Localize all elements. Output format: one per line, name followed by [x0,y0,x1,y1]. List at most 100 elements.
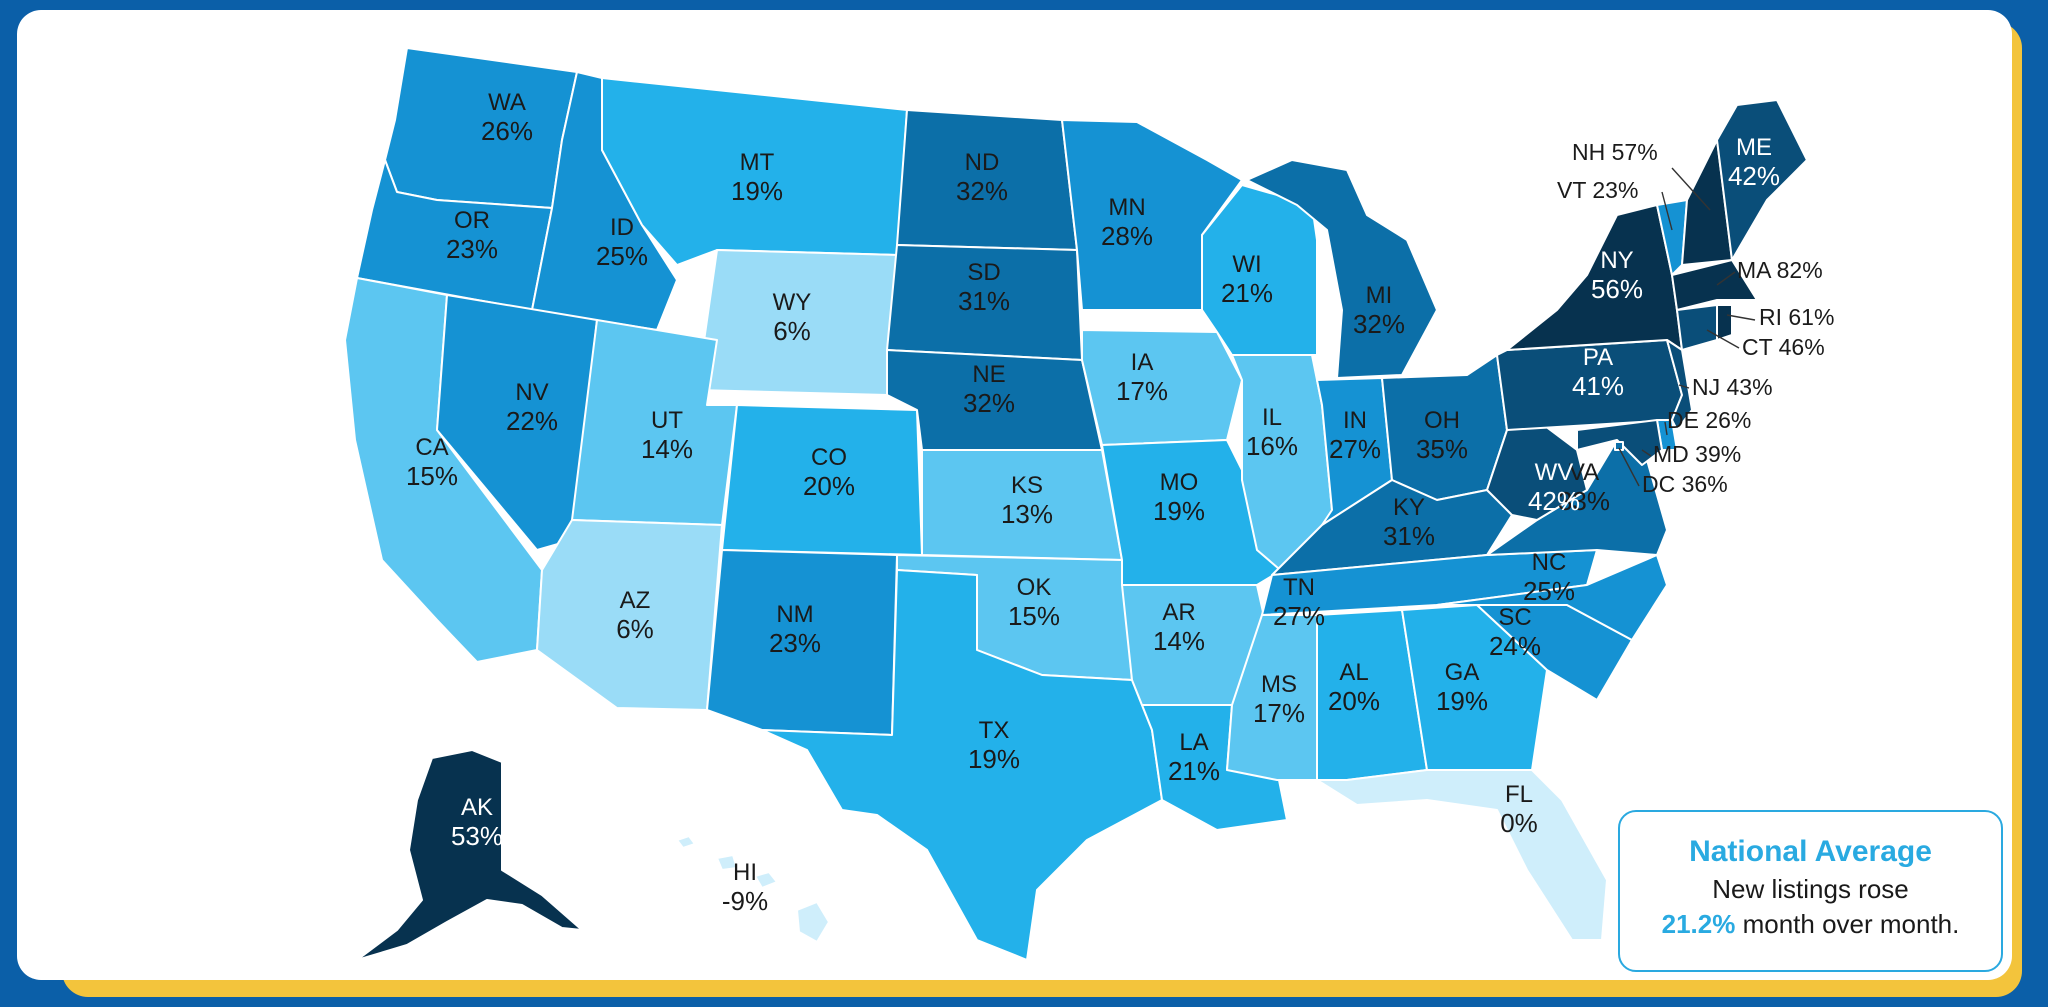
state-label-ms: MS [1261,671,1297,698]
state-value-sd: 31% [958,286,1010,316]
state-value-az: 6% [616,614,654,644]
state-value-ga: 19% [1436,686,1488,716]
callout-vt: VT 23% [1557,177,1638,203]
state-label-or: OR [454,207,490,234]
us-choropleth-map: WA26%OR23%CA15%ID25%NV22%MT19%WY6%UT14%A… [344,47,1834,961]
callout-de: DE 26% [1667,407,1751,433]
state-label-pa: PA [1583,344,1613,371]
state-dc [1614,441,1624,451]
national-average-legend: National Average New listings rose 21.2%… [1618,810,2003,972]
state-ri [1716,304,1733,341]
state-label-ny: NY [1600,247,1633,274]
state-label-ut: UT [651,407,683,434]
state-label-mi: MI [1366,282,1393,309]
state-label-sc: SC [1498,604,1531,631]
state-label-sd: SD [967,259,1000,286]
state-label-wy: WY [773,289,812,316]
callout-leader-ct [1706,329,1740,349]
state-label-va: VA [1569,459,1599,486]
state-label-nc: NC [1532,549,1567,576]
state-value-wa: 26% [481,116,533,146]
callout-leader-nj [1678,384,1690,389]
state-value-in: 27% [1329,434,1381,464]
state-ak [356,749,583,961]
state-label-fl: FL [1505,781,1533,808]
state-nc [1436,554,1668,641]
state-value-nv: 22% [506,406,558,436]
state-label-nv: NV [515,379,548,406]
legend-title: National Average [1689,835,1932,868]
state-label-nm: NM [776,601,813,628]
state-az [536,519,723,711]
callout-leader-dc [1618,447,1640,487]
state-value-nm: 23% [769,628,821,658]
state-label-oh: OH [1424,407,1460,434]
state-label-ks: KS [1011,472,1043,499]
state-value-co: 20% [803,471,855,501]
state-value-mt: 19% [731,176,783,206]
state-value-ca: 15% [406,461,458,491]
state-label-mn: MN [1108,194,1145,221]
state-value-ne: 32% [963,388,1015,418]
state-value-ks: 13% [1001,499,1053,529]
state-value-ut: 14% [641,434,693,464]
state-ma [1671,259,1758,311]
state-label-ia: IA [1131,349,1154,376]
state-label-ne: NE [972,361,1005,388]
state-label-ca: CA [415,434,448,461]
state-value-tx: 19% [968,744,1020,774]
state-mi [1246,159,1438,379]
state-ct [1676,304,1718,351]
state-label-mo: MO [1160,469,1199,496]
state-value-ok: 15% [1008,601,1060,631]
callout-md: MD 39% [1653,441,1741,467]
state-label-in: IN [1343,407,1367,434]
state-value-mn: 28% [1101,221,1153,251]
state-label-tn: TN [1283,574,1315,601]
callout-leader-vt [1661,191,1673,231]
state-label-ok: OK [1017,574,1052,601]
state-mo [1101,439,1283,586]
state-tx [761,569,1163,961]
state-label-al: AL [1339,659,1368,686]
callout-ri: RI 61% [1759,304,1834,330]
state-value-pa: 41% [1572,371,1624,401]
callout-ma: MA 82% [1737,257,1823,283]
state-label-wv: WV [1535,459,1574,486]
legend-line-2: 21.2% month over month. [1620,907,2001,942]
state-label-id: ID [610,214,634,241]
state-value-il: 16% [1246,431,1298,461]
legend-line-1: New listings rose [1712,874,1909,904]
state-wi [1201,184,1318,356]
callout-leader-md [1641,449,1652,457]
state-label-co: CO [811,444,847,471]
state-label-me: ME [1736,134,1772,161]
state-value-ms: 17% [1253,698,1305,728]
callout-dc: DC 36% [1642,471,1728,497]
state-value-wi: 21% [1221,278,1273,308]
state-value-hi: -9% [722,886,768,916]
callout-nj: NJ 43% [1692,374,1773,400]
callout-leader-nh [1671,167,1711,211]
state-hi [676,835,830,943]
state-nv [436,294,598,551]
state-fl [1316,769,1608,941]
state-value-mi: 32% [1353,309,1405,339]
state-value-ar: 14% [1153,626,1205,656]
state-value-va: 33% [1558,486,1610,516]
legend-value: 21.2% [1661,909,1736,939]
callout-nh: NH 57% [1572,139,1658,165]
state-value-wv: 42% [1528,486,1580,516]
callout-ct: CT 46% [1742,334,1825,360]
state-value-ia: 17% [1116,376,1168,406]
state-label-ar: AR [1162,599,1195,626]
state-label-wa: WA [488,89,526,116]
state-label-ky: KY [1393,494,1425,521]
state-label-wi: WI [1232,251,1261,278]
state-value-ny: 56% [1591,274,1643,304]
state-value-oh: 35% [1416,434,1468,464]
state-value-nd: 32% [956,176,1008,206]
state-value-ky: 31% [1383,521,1435,551]
state-label-la: LA [1179,729,1208,756]
state-label-ak: AK [461,794,493,821]
